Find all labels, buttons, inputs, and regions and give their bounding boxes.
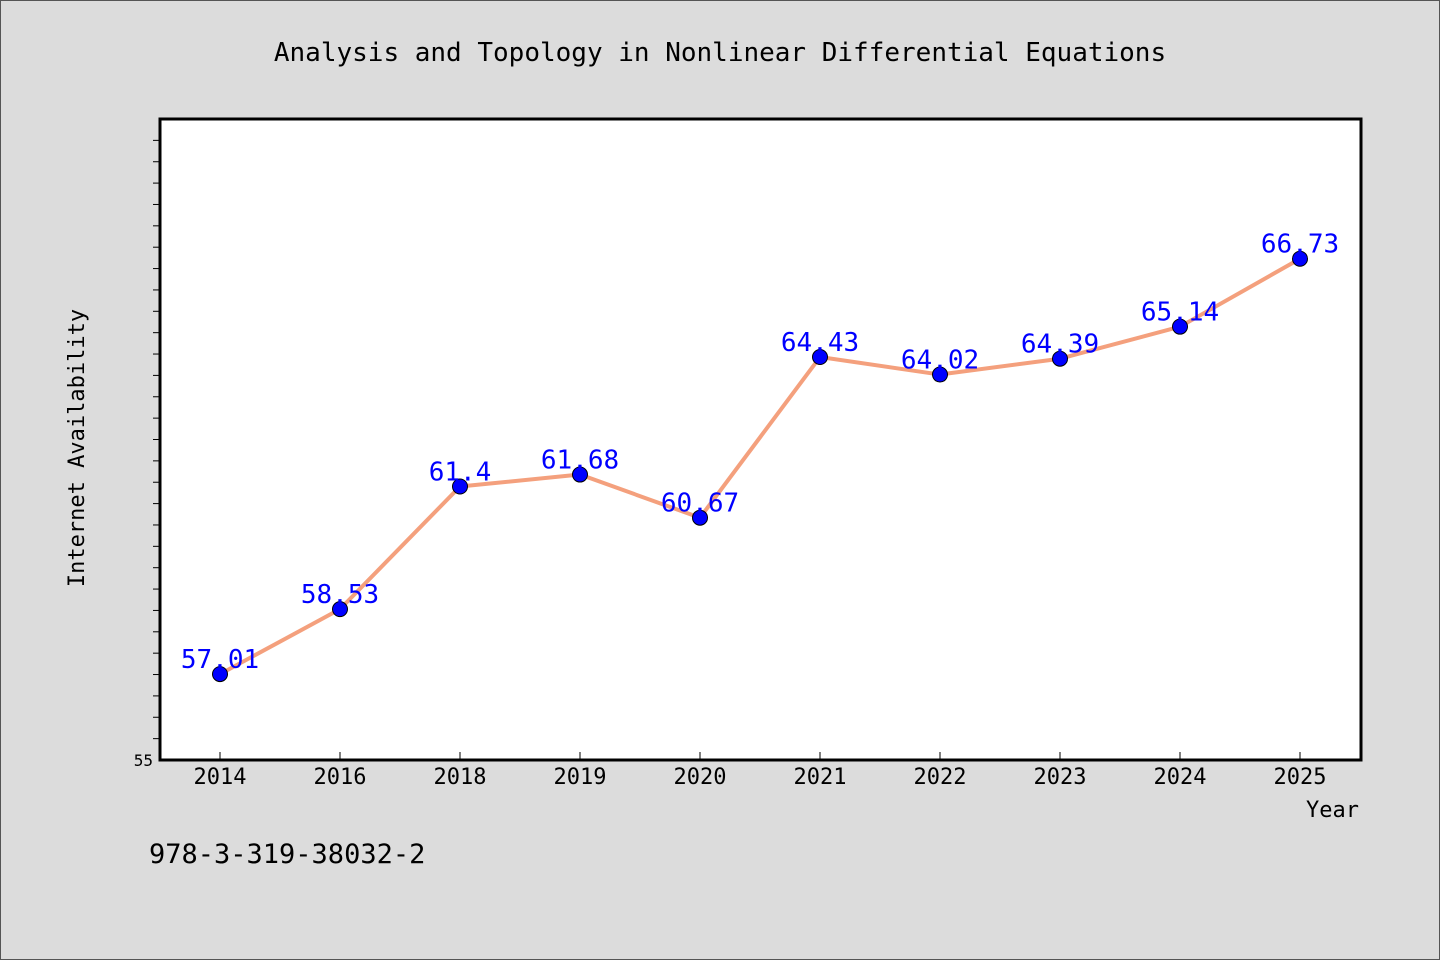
data-label: 60.67	[661, 489, 739, 519]
x-axis-label: Year	[1306, 798, 1359, 823]
data-point	[332, 601, 348, 618]
data-point	[692, 509, 708, 526]
x-tick-label: 2022	[914, 765, 967, 790]
data-label: 58.53	[301, 580, 379, 610]
data-point	[1172, 318, 1188, 335]
x-tick-label: 2014	[194, 765, 247, 790]
x-axis-ticks: 2014 2016 2018 2019 2020 2021 2022 2023 2024 2025	[194, 752, 1327, 790]
isbn-footer: 978-3-319-38032-2	[149, 839, 425, 870]
x-tick-label: 2021	[794, 765, 847, 790]
data-label: 66.73	[1261, 230, 1339, 260]
x-tick-label: 2020	[674, 765, 727, 790]
x-tick-label: 2018	[434, 765, 487, 790]
data-label: 64.39	[1021, 330, 1099, 360]
data-point	[572, 466, 588, 483]
data-label: 65.14	[1141, 298, 1219, 328]
data-point	[452, 478, 468, 495]
data-label: 64.02	[901, 346, 979, 376]
data-point	[1052, 350, 1068, 367]
series-line	[219, 256, 1301, 676]
x-tick-label: 2024	[1154, 765, 1207, 790]
data-label: 64.43	[781, 328, 859, 358]
plot-area	[158, 117, 1363, 762]
chart-title: Analysis and Topology in Nonlinear Diffe…	[274, 38, 1166, 68]
data-label: 61.4	[429, 458, 492, 488]
x-tick-label: 2025	[1274, 765, 1327, 790]
y-tick-label: 55	[134, 751, 153, 770]
data-label: 57.01	[181, 645, 259, 675]
x-tick-label: 2016	[314, 765, 367, 790]
series-layer: 57.01 58.53 61.4 61.68 60.67 64.43 64.02 64.39 6…	[181, 230, 1339, 683]
x-tick-label: 2019	[554, 765, 607, 790]
x-tick-label: 2023	[1034, 765, 1087, 790]
data-point	[212, 666, 228, 683]
data-label: 61.68	[541, 446, 619, 476]
data-point	[932, 366, 948, 383]
y-axis-ticks: 55	[134, 139, 160, 770]
data-point	[812, 349, 828, 366]
y-axis-label: Internet Availability	[65, 309, 90, 587]
data-point	[1292, 250, 1308, 267]
